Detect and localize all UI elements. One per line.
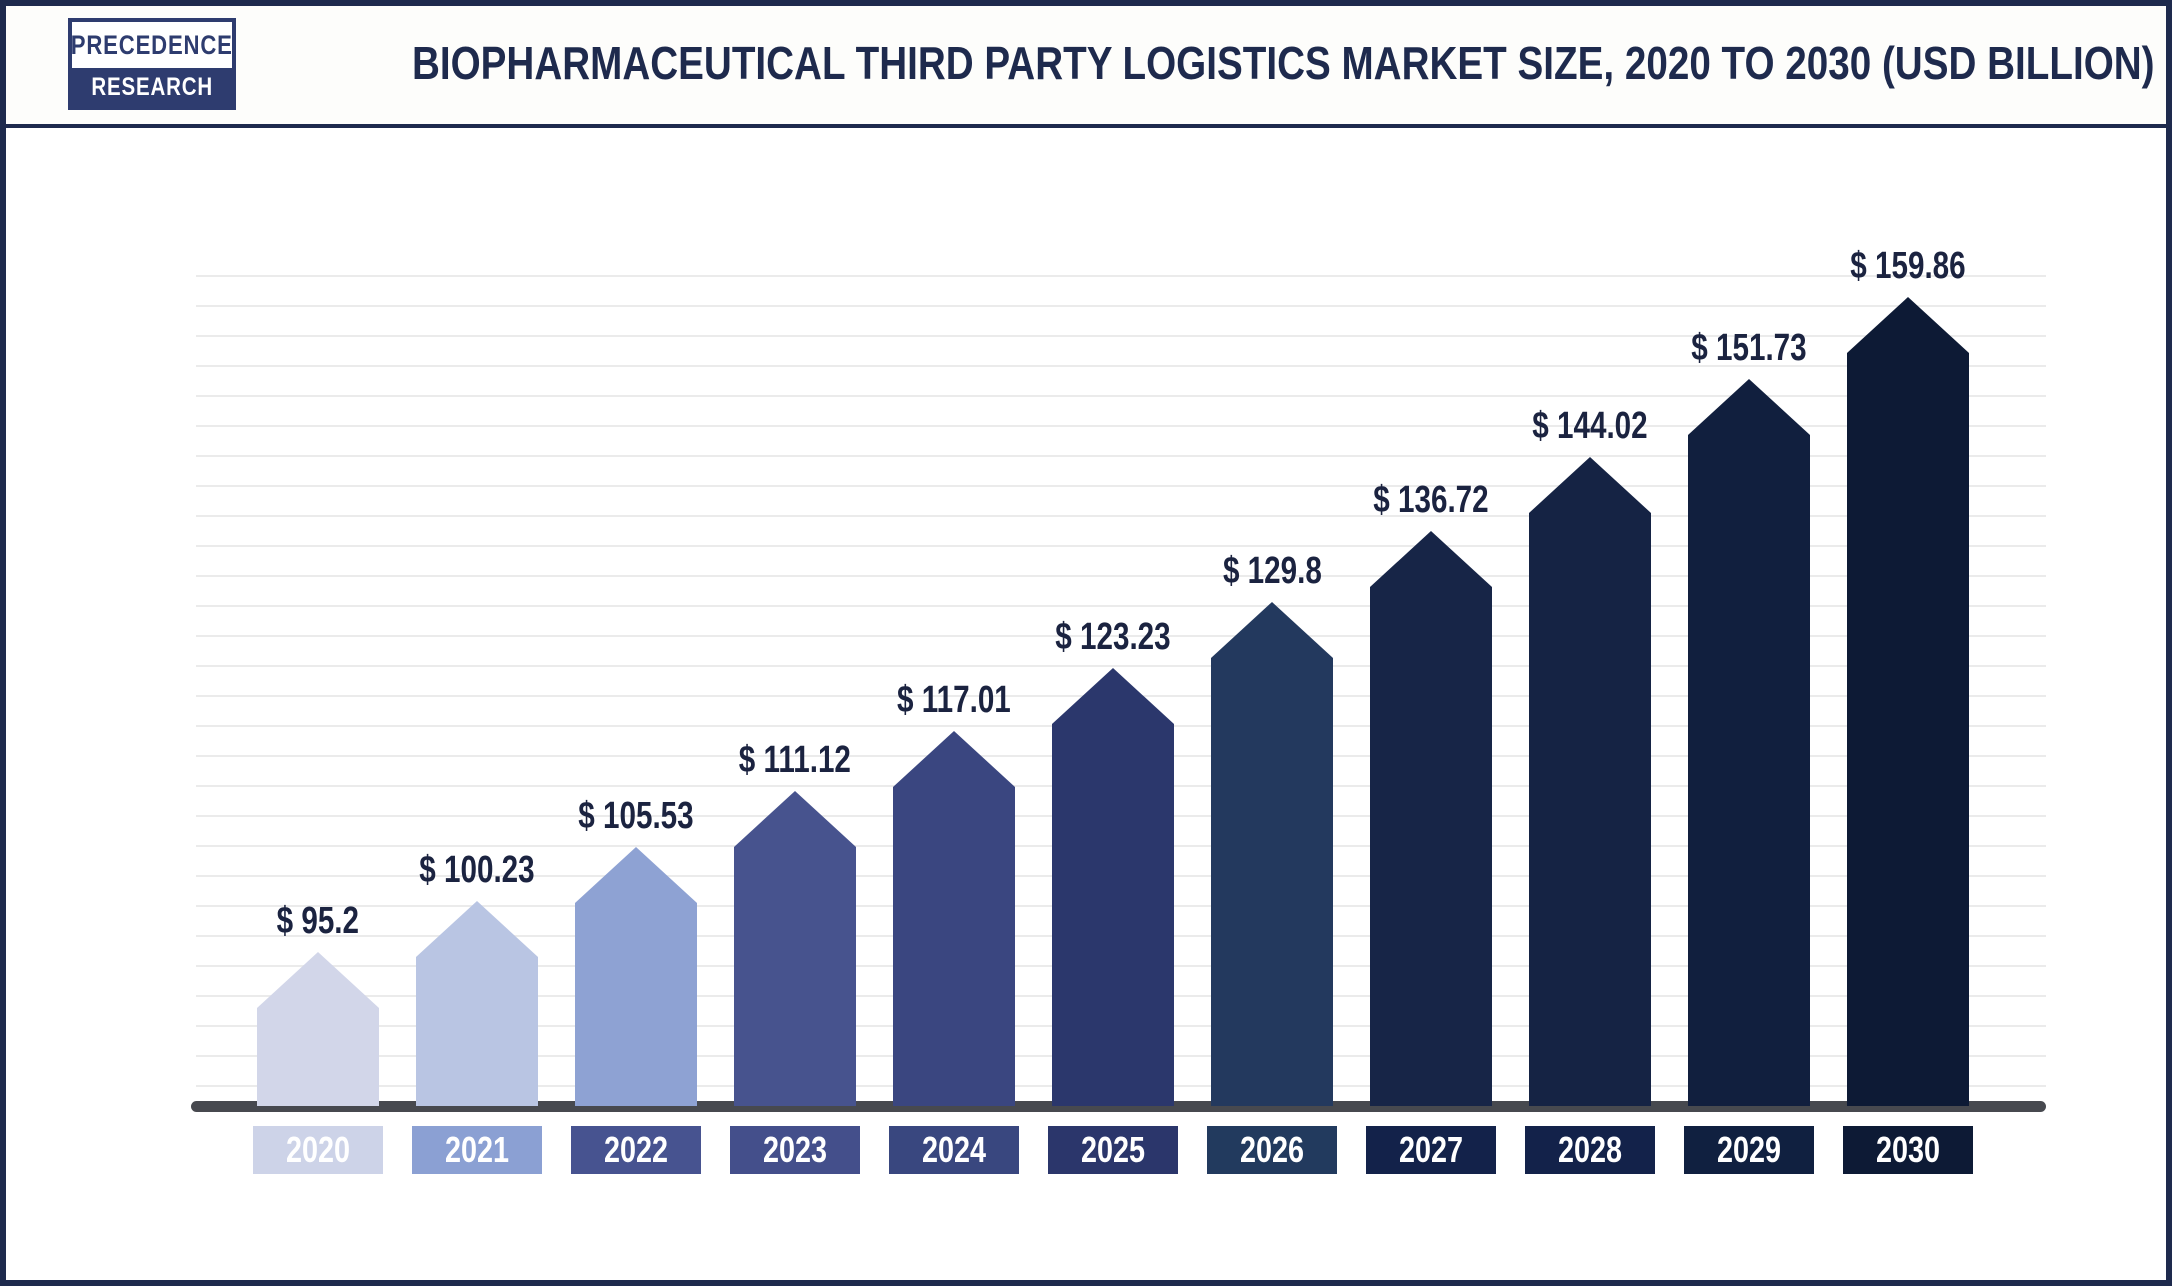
bar-value-text: $ 100.23 — [419, 849, 535, 891]
bar-value-label-2026: $ 129.8 — [1122, 550, 1422, 592]
bar-2022 — [575, 847, 697, 1106]
bar-2028 — [1529, 457, 1651, 1106]
bar-2023 — [734, 791, 856, 1106]
bar-value-label-2028: $ 144.02 — [1440, 405, 1740, 447]
page-title-text: BIOPHARMACEUTICAL THIRD PARTY LOGISTICS … — [411, 37, 2155, 89]
year-label-text: 2021 — [444, 1129, 510, 1170]
bar-value-label-2030: $ 159.86 — [1758, 245, 2058, 287]
year-label-2029: 2029 — [1684, 1126, 1814, 1174]
year-label-text: 2028 — [1557, 1129, 1623, 1170]
year-label-text: 2024 — [921, 1129, 987, 1170]
bar-2024 — [893, 731, 1015, 1106]
year-label-text: 2025 — [1080, 1129, 1146, 1170]
year-label-text: 2029 — [1716, 1129, 1782, 1170]
bar-value-text: $ 159.86 — [1850, 245, 1966, 287]
bar-2027 — [1370, 531, 1492, 1106]
bar-value-text: $ 105.53 — [578, 795, 694, 837]
year-label-2020: 2020 — [253, 1126, 383, 1174]
bar-value-label-2027: $ 136.72 — [1281, 479, 1581, 521]
bar-2026 — [1211, 602, 1333, 1106]
bar-value-text: $ 151.73 — [1691, 327, 1807, 369]
bar-2030 — [1847, 297, 1969, 1106]
bar-value-text: $ 117.01 — [897, 679, 1011, 721]
logo-text-precedence: PRECEDENCE — [71, 29, 234, 60]
bar-value-text: $ 95.2 — [276, 900, 360, 942]
year-label-2022: 2022 — [571, 1126, 701, 1174]
page-title: BIOPHARMACEUTICAL THIRD PARTY LOGISTICS … — [6, 6, 2166, 120]
year-label-2027: 2027 — [1366, 1126, 1496, 1174]
logo-line-precedence: PRECEDENCE — [71, 22, 234, 68]
bar-value-label-2025: $ 123.23 — [963, 616, 1263, 658]
year-label-text: 2030 — [1875, 1129, 1941, 1170]
bar-value-label-2023: $ 111.12 — [645, 739, 945, 781]
year-label-2026: 2026 — [1207, 1126, 1337, 1174]
bar-value-label-2021: $ 100.23 — [327, 849, 627, 891]
year-label-2030: 2030 — [1843, 1126, 1973, 1174]
year-label-text: 2023 — [762, 1129, 828, 1170]
year-label-2024: 2024 — [889, 1126, 1019, 1174]
year-label-2023: 2023 — [730, 1126, 860, 1174]
bar-value-text: $ 144.02 — [1532, 405, 1648, 447]
bar-value-text: $ 111.12 — [738, 739, 852, 781]
year-label-2025: 2025 — [1048, 1126, 1178, 1174]
logo-text-research: RESEARCH — [91, 72, 213, 101]
bar-value-label-2020: $ 95.2 — [168, 900, 468, 942]
bar-value-text: $ 129.8 — [1222, 550, 1322, 592]
year-label-text: 2022 — [603, 1129, 669, 1170]
year-label-2021: 2021 — [412, 1126, 542, 1174]
year-label-text: 2027 — [1398, 1129, 1464, 1170]
bar-2025 — [1052, 668, 1174, 1106]
year-label-text: 2020 — [285, 1129, 351, 1170]
year-label-2028: 2028 — [1525, 1126, 1655, 1174]
bar-value-label-2029: $ 151.73 — [1599, 327, 1899, 369]
bar-value-text: $ 136.72 — [1373, 479, 1489, 521]
header-bar: PRECEDENCE RESEARCH BIOPHARMACEUTICAL TH… — [6, 6, 2166, 128]
logo-line-research: RESEARCH — [72, 68, 232, 106]
year-label-text: 2026 — [1239, 1129, 1305, 1170]
bar-value-label-2022: $ 105.53 — [486, 795, 786, 837]
precedence-research-logo: PRECEDENCE RESEARCH — [68, 18, 236, 110]
x-axis-line — [191, 1101, 2046, 1112]
bar-value-label-2024: $ 117.01 — [804, 679, 1104, 721]
bar-value-text: $ 123.23 — [1055, 616, 1171, 658]
bar-2029 — [1688, 379, 1810, 1106]
